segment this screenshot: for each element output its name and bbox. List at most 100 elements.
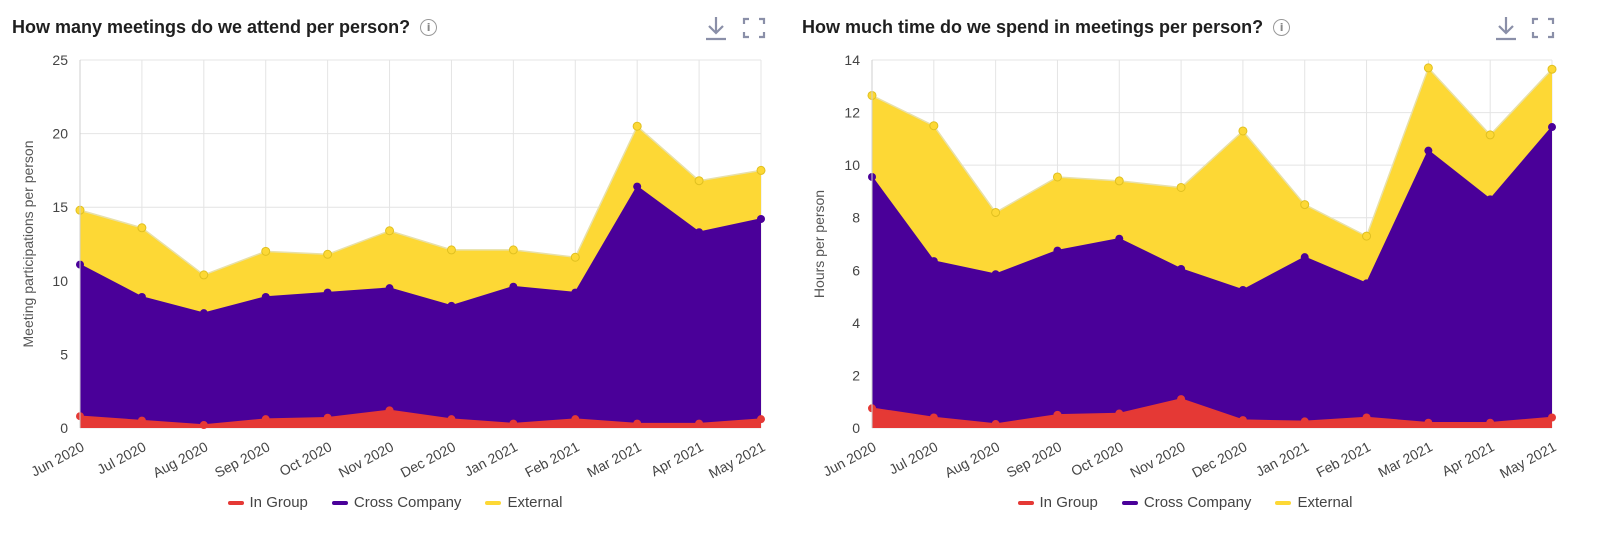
y-tick-label: 10: [844, 157, 860, 173]
area-in-group: [872, 399, 1552, 428]
data-point-cross-company: [571, 288, 580, 297]
data-point-in-group: [137, 416, 146, 425]
series-line-in-group: [871, 398, 1553, 425]
y-tick-label: 6: [852, 262, 860, 278]
legend-in-group[interactable]: In Group: [1017, 494, 1098, 511]
data-point-external: [1176, 182, 1186, 192]
chart-title: How many meetings do we attend per perso…: [12, 17, 438, 38]
legend-in-group[interactable]: In Group: [227, 494, 308, 511]
data-point-external: [991, 207, 1001, 217]
x-tick-label: Jun 2020: [820, 438, 879, 479]
data-point-in-group: [633, 419, 642, 428]
data-point-external: [385, 226, 395, 236]
data-point-external: [1114, 176, 1124, 186]
y-tick-label: 10: [52, 273, 68, 289]
download-icon[interactable]: [1493, 14, 1519, 42]
info-icon[interactable]: i: [420, 19, 438, 36]
data-point-external: [261, 246, 271, 256]
x-tick-label: Aug 2020: [150, 438, 211, 480]
x-tick-label: Jul 2020: [94, 438, 148, 477]
fullscreen-icon[interactable]: [741, 14, 767, 42]
y-tick-label: 20: [52, 126, 68, 142]
x-tick-label: May 2021: [1497, 438, 1559, 481]
area-external: [872, 67, 1552, 290]
legend-label: In Group: [1039, 494, 1098, 511]
data-point-in-group: [1424, 418, 1433, 427]
data-point-cross-company: [757, 214, 765, 223]
data-point-external: [1238, 126, 1248, 136]
download-icon[interactable]: [703, 14, 729, 42]
in-group-swatch: [1017, 500, 1034, 505]
y-tick-label: 4: [852, 315, 860, 331]
data-point-cross-company: [1177, 264, 1186, 273]
x-tick-label: Feb 2021: [522, 438, 582, 480]
data-point-in-group: [1238, 416, 1247, 425]
data-point-cross-company: [1115, 234, 1124, 243]
x-tick-label: Mar 2021: [584, 438, 644, 480]
data-point-in-group: [261, 415, 270, 424]
data-point-external: [1362, 231, 1372, 241]
data-point-external: [508, 245, 518, 255]
data-point-external: [137, 223, 147, 233]
x-tick-label: Jul 2020: [886, 438, 940, 477]
data-point-external: [694, 176, 704, 186]
data-point-in-group: [1486, 418, 1495, 427]
legend-cross-company[interactable]: Cross Company: [1121, 494, 1251, 511]
data-point-cross-company: [1486, 195, 1495, 204]
data-point-in-group: [323, 413, 332, 422]
x-tick-label: Oct 2020: [1068, 438, 1126, 479]
data-point-external: [1547, 64, 1557, 74]
x-tick-label: Apr 2021: [648, 438, 706, 479]
data-point-cross-company: [1362, 279, 1371, 288]
legend-label: External: [1297, 494, 1353, 511]
data-point-in-group: [757, 415, 765, 424]
y-tick-label: 12: [844, 105, 860, 121]
data-point-external: [1300, 200, 1310, 210]
x-tick-label: Feb 2021: [1313, 438, 1373, 480]
y-tick-label: 0: [60, 420, 68, 436]
x-tick-label: Mar 2021: [1375, 438, 1435, 480]
x-tick-label: May 2021: [706, 438, 768, 481]
data-point-cross-company: [695, 228, 704, 237]
data-point-cross-company: [1238, 286, 1247, 294]
x-tick-label: Dec 2020: [1189, 438, 1250, 480]
x-tick-label: Jan 2021: [1253, 438, 1312, 479]
fullscreen-icon[interactable]: [1530, 14, 1556, 42]
legend-cross-company[interactable]: Cross Company: [331, 494, 462, 511]
data-point-in-group: [199, 421, 208, 430]
area-external: [80, 126, 761, 314]
data-point-cross-company: [1053, 246, 1062, 255]
y-axis-label: Meeting participations per person: [20, 140, 36, 347]
external-swatch: [1275, 500, 1292, 505]
data-point-in-group: [1053, 410, 1062, 419]
y-tick-label: 2: [852, 367, 860, 383]
area-cross-company: [80, 186, 761, 426]
meetings-time-panel: How much time do we spend in meetings pe…: [802, 0, 1598, 536]
meetings-count-panel: How many meetings do we attend per perso…: [0, 0, 790, 536]
y-tick-label: 25: [52, 52, 68, 68]
data-point-in-group: [1300, 417, 1309, 426]
legend-external[interactable]: External: [485, 494, 562, 511]
external-swatch: [485, 500, 502, 505]
legend-label: Cross Company: [353, 494, 462, 511]
meetings-time-chart: 0 2 4 6 8 10 12 14 Jun 2020 Jul 2020 Aug 2020 Sep 2…: [811, 52, 1559, 481]
series-line-cross-company: [79, 185, 762, 314]
legend-external[interactable]: External: [1275, 494, 1352, 511]
data-point-cross-company: [929, 257, 938, 266]
data-point-external: [756, 165, 766, 175]
data-point-in-group: [509, 419, 518, 428]
chart-legend: In Group Cross Company External: [0, 494, 790, 511]
data-point-in-group: [571, 415, 580, 424]
data-point-cross-company: [447, 301, 456, 310]
data-point-in-group: [447, 415, 456, 424]
y-tick-label: 0: [852, 420, 860, 436]
series-line-cross-company: [871, 126, 1553, 291]
data-point-external: [323, 249, 333, 259]
y-tick-label: 8: [852, 210, 860, 226]
data-point-external: [632, 121, 642, 131]
chart-legend: In Group Cross Company External: [790, 494, 1580, 511]
in-group-swatch: [227, 500, 244, 505]
legend-label: In Group: [249, 494, 308, 511]
info-icon[interactable]: i: [1273, 19, 1291, 36]
x-tick-label: Dec 2020: [398, 438, 459, 480]
